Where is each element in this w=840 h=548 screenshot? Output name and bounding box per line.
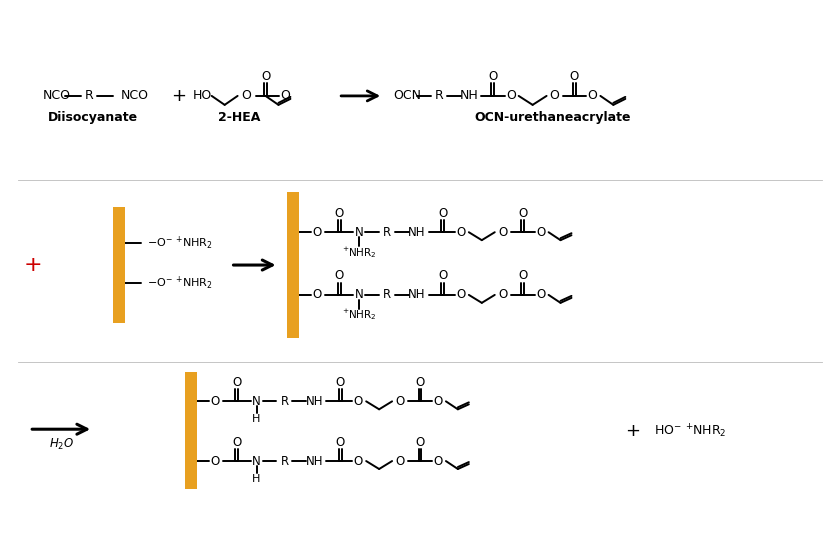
Text: Diisocyanate: Diisocyanate — [48, 111, 138, 124]
Text: O: O — [506, 89, 516, 102]
Text: O: O — [210, 395, 219, 408]
Text: O: O — [518, 270, 528, 282]
Text: O: O — [396, 395, 405, 408]
Text: O: O — [536, 226, 545, 239]
Text: O: O — [536, 288, 545, 301]
Text: O: O — [518, 207, 528, 220]
Text: O: O — [210, 454, 219, 467]
Text: H$_{2}$O: H$_{2}$O — [49, 437, 74, 452]
Text: NH: NH — [408, 226, 426, 239]
Text: O: O — [354, 454, 363, 467]
Text: 2-HEA: 2-HEA — [218, 111, 260, 124]
Text: +: + — [24, 255, 43, 275]
Text: N: N — [354, 288, 364, 301]
Text: O: O — [415, 376, 425, 389]
Text: NCO: NCO — [121, 89, 149, 102]
Text: O: O — [281, 89, 291, 102]
Text: O: O — [433, 395, 443, 408]
Text: O: O — [336, 376, 345, 389]
Text: O: O — [498, 226, 507, 239]
Text: $^{+}$NHR$_{2}$: $^{+}$NHR$_{2}$ — [342, 307, 376, 322]
Text: NH: NH — [408, 288, 426, 301]
Text: N: N — [252, 454, 261, 467]
Text: NCO: NCO — [42, 89, 71, 102]
Text: O: O — [312, 288, 322, 301]
Text: O: O — [354, 395, 363, 408]
Text: +: + — [625, 422, 640, 440]
Text: OCN-urethaneacrylate: OCN-urethaneacrylate — [475, 111, 631, 124]
Bar — [185, 372, 197, 489]
Text: NH: NH — [459, 89, 478, 102]
Text: R: R — [281, 454, 288, 467]
Text: O: O — [312, 226, 322, 239]
Text: R: R — [383, 226, 391, 239]
Text: N: N — [354, 226, 364, 239]
Text: O: O — [570, 70, 579, 83]
Text: O: O — [456, 226, 465, 239]
Text: O: O — [498, 288, 507, 301]
Text: O: O — [242, 89, 251, 102]
Text: O: O — [488, 70, 497, 83]
Text: R: R — [85, 89, 93, 102]
Bar — [113, 207, 125, 323]
Text: O: O — [334, 270, 344, 282]
Text: O: O — [587, 89, 597, 102]
Text: O: O — [232, 436, 241, 449]
Text: O: O — [261, 70, 270, 83]
Text: O: O — [438, 270, 448, 282]
Text: R: R — [281, 395, 288, 408]
Text: NH: NH — [306, 454, 323, 467]
Text: O: O — [232, 376, 241, 389]
Text: OCN: OCN — [393, 89, 421, 102]
Text: N: N — [252, 395, 261, 408]
Text: HO$^{-}$ $^{+}$NHR$_{2}$: HO$^{-}$ $^{+}$NHR$_{2}$ — [654, 423, 727, 440]
Text: NH: NH — [306, 395, 323, 408]
Text: O: O — [396, 454, 405, 467]
Text: H: H — [252, 474, 260, 484]
Text: R: R — [383, 288, 391, 301]
Text: +: + — [171, 87, 186, 105]
Text: O: O — [415, 436, 425, 449]
Text: O: O — [336, 436, 345, 449]
Text: $^{+}$NHR$_{2}$: $^{+}$NHR$_{2}$ — [342, 244, 376, 260]
Text: O: O — [433, 454, 443, 467]
Text: O: O — [549, 89, 559, 102]
Text: O: O — [334, 207, 344, 220]
Text: HO: HO — [192, 89, 212, 102]
Bar — [287, 192, 299, 338]
Text: O: O — [456, 288, 465, 301]
Text: O: O — [438, 207, 448, 220]
Text: $-$O$^{-}$ $^{+}$NHR$_{2}$: $-$O$^{-}$ $^{+}$NHR$_{2}$ — [147, 275, 213, 292]
Text: $-$O$^{-}$ $^{+}$NHR$_{2}$: $-$O$^{-}$ $^{+}$NHR$_{2}$ — [147, 235, 213, 252]
Text: R: R — [434, 89, 444, 102]
Text: H: H — [252, 414, 260, 424]
